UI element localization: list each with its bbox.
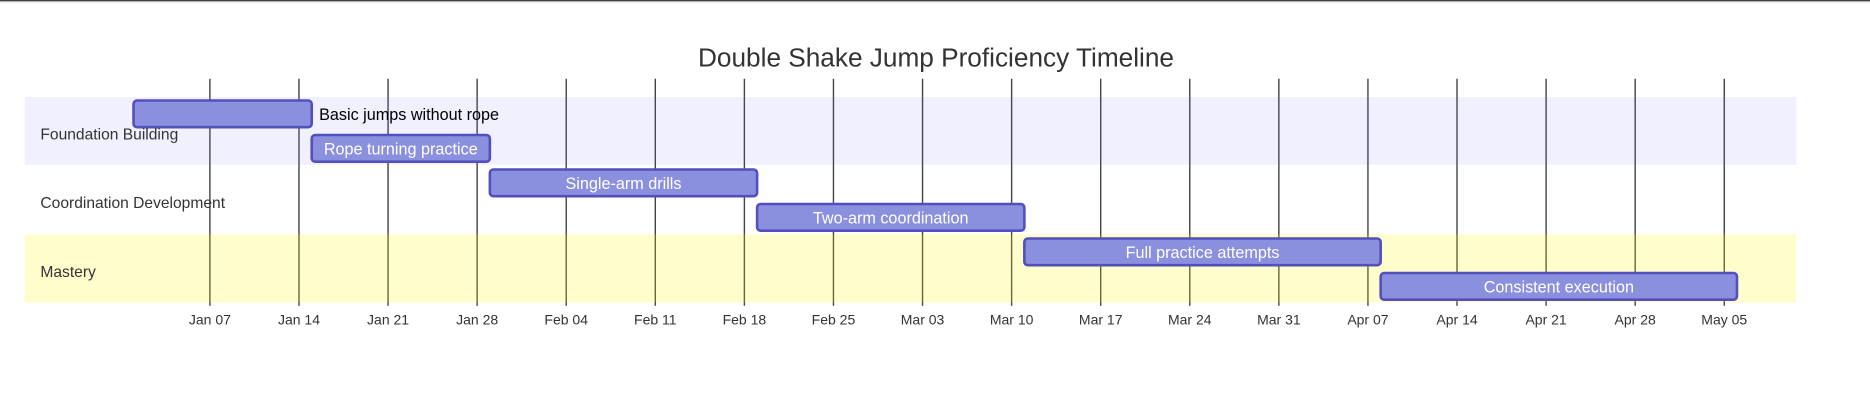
svg-text:Apr 14: Apr 14	[1436, 311, 1477, 327]
svg-text:Mar 17: Mar 17	[1079, 311, 1123, 327]
svg-text:Mar 03: Mar 03	[901, 311, 945, 327]
svg-text:Two-arm coordination: Two-arm coordination	[813, 210, 969, 228]
svg-text:Feb 25: Feb 25	[812, 311, 856, 327]
svg-text:Foundation Building: Foundation Building	[40, 127, 178, 144]
svg-text:Feb 04: Feb 04	[544, 311, 588, 327]
svg-text:May 05: May 05	[1701, 311, 1747, 327]
svg-text:Full practice attempts: Full practice attempts	[1126, 244, 1280, 262]
svg-text:Apr 21: Apr 21	[1525, 311, 1566, 327]
svg-text:Jan 28: Jan 28	[456, 311, 498, 327]
svg-text:Apr 28: Apr 28	[1615, 311, 1656, 327]
svg-text:Consistent execution: Consistent execution	[1484, 279, 1634, 297]
svg-text:Basic jumps without rope: Basic jumps without rope	[319, 106, 499, 124]
svg-text:Feb 18: Feb 18	[723, 311, 767, 327]
svg-text:Double Shake Jump Proficiency: Double Shake Jump Proficiency Timeline	[698, 43, 1174, 73]
svg-text:Apr 07: Apr 07	[1347, 311, 1388, 327]
svg-text:Mar 24: Mar 24	[1168, 311, 1212, 327]
svg-text:Jan 14: Jan 14	[278, 311, 320, 327]
svg-text:Rope turning practice: Rope turning practice	[324, 141, 478, 159]
svg-text:Mar 31: Mar 31	[1257, 311, 1301, 327]
svg-text:Coordination Development: Coordination Development	[40, 195, 225, 212]
svg-text:Feb 11: Feb 11	[634, 311, 677, 327]
svg-text:Jan 21: Jan 21	[367, 311, 409, 327]
svg-text:Mastery: Mastery	[40, 264, 96, 281]
svg-text:Single-arm drills: Single-arm drills	[565, 175, 681, 193]
svg-text:Mar 10: Mar 10	[990, 311, 1034, 327]
svg-text:Jan 07: Jan 07	[189, 311, 231, 327]
